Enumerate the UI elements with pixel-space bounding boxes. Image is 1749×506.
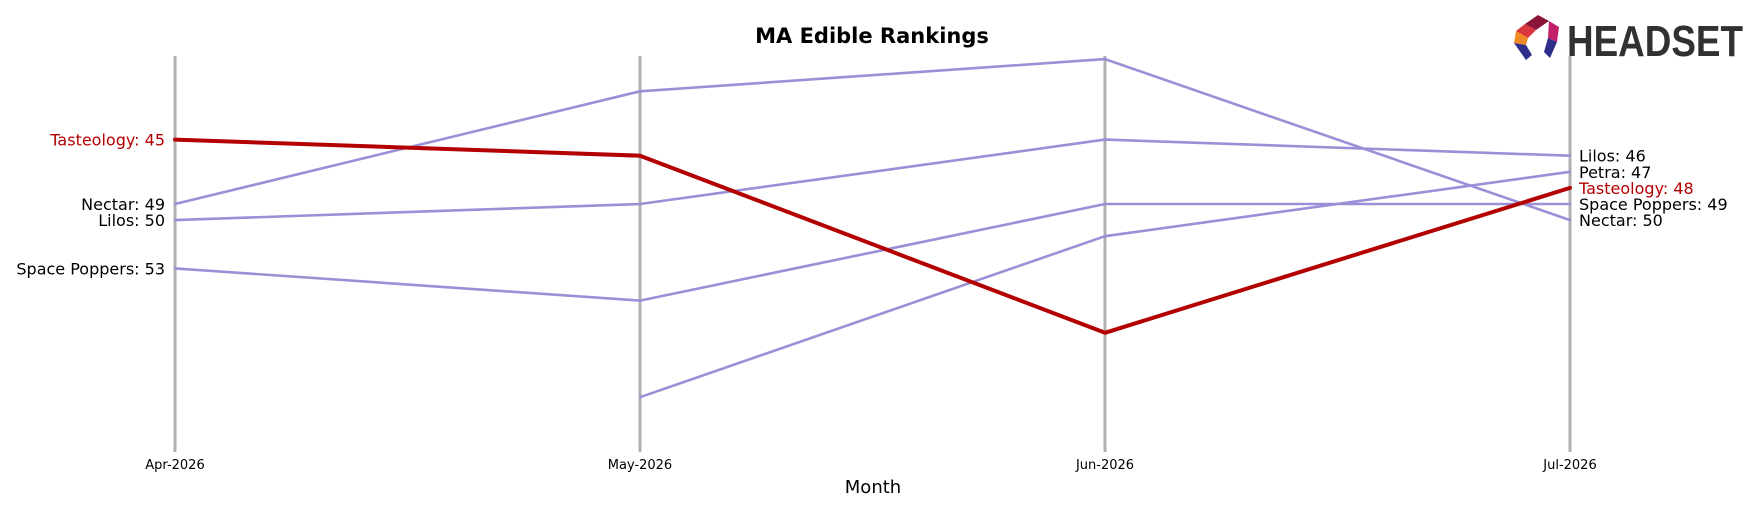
x-tick-jun-2026: Jun-2026 [1075, 458, 1134, 473]
end-label-lilos: Lilos: 46 [1579, 147, 1646, 166]
x-tick-apr-2026: Apr-2026 [145, 458, 204, 473]
series-line-tasteology [173, 137, 1572, 335]
headset-logo: HEADSET [1514, 15, 1743, 66]
series-line-lilos [173, 138, 1572, 222]
headset-logo-mark-icon [1514, 15, 1559, 60]
series-lines [173, 57, 1572, 399]
headset-logo-text: HEADSET [1567, 17, 1743, 66]
x-tick-jul-2026: Jul-2026 [1542, 458, 1596, 473]
series-line-petra [638, 170, 1572, 399]
end-label-space-poppers: Space Poppers: 49 [1579, 195, 1728, 214]
series-line-nectar [173, 57, 1572, 222]
end-label-petra: Petra: 47 [1579, 163, 1651, 182]
x-tick-labels: Apr-2026 May-2026 Jun-2026 Jul-2026 [145, 458, 1596, 473]
end-label-tasteology: Tasteology: 48 [1578, 179, 1694, 198]
chart-title: MA Edible Rankings [755, 24, 989, 48]
start-label-tasteology: Tasteology: 45 [49, 131, 165, 150]
x-tick-may-2026: May-2026 [608, 458, 672, 473]
start-label-lilos: Lilos: 50 [98, 211, 165, 230]
start-label-nectar: Nectar: 49 [81, 195, 165, 214]
gridlines [173, 56, 1572, 452]
end-label-nectar: Nectar: 50 [1579, 211, 1663, 230]
series-labels: Nectar: 49 Nectar: 50 Lilos: 50 Lilos: 46 Sp… [16, 131, 1727, 279]
start-label-space-poppers: Space Poppers: 53 [16, 259, 165, 278]
x-axis-label: Month [845, 477, 901, 498]
